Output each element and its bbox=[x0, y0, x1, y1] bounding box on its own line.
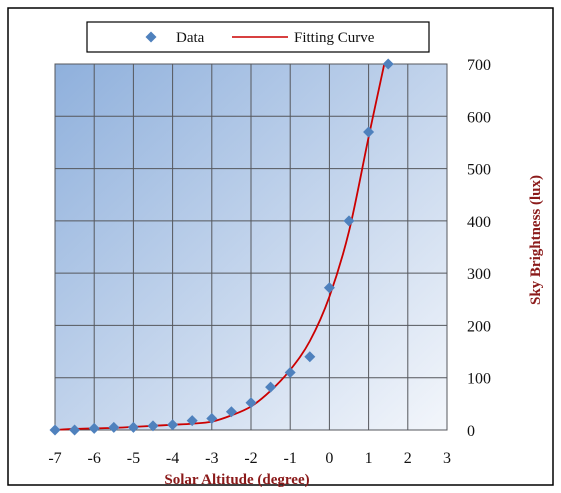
x-tick-label: 0 bbox=[325, 450, 333, 467]
legend-label-fitting-curve: Fitting Curve bbox=[294, 30, 375, 46]
data-point bbox=[147, 420, 159, 432]
data-point bbox=[382, 58, 394, 70]
data-point bbox=[69, 424, 81, 436]
x-tick-label: 2 bbox=[404, 450, 412, 467]
data-point bbox=[88, 422, 100, 434]
data-point bbox=[284, 366, 296, 378]
data-point bbox=[49, 424, 61, 436]
y-tick-labels: 0 100 200 300 400 500 600 700 bbox=[467, 57, 491, 440]
x-tick-label: -1 bbox=[284, 450, 297, 467]
data-point bbox=[206, 412, 218, 424]
y-tick-label: 600 bbox=[467, 109, 491, 126]
legend-label-data: Data bbox=[176, 30, 205, 46]
data-point bbox=[186, 415, 198, 427]
y-tick-label: 500 bbox=[467, 162, 491, 179]
x-tick-label: -4 bbox=[166, 450, 179, 467]
y-axis-title: Sky Brightness (lux) bbox=[528, 175, 544, 305]
x-tick-label: 3 bbox=[443, 450, 451, 467]
legend-marker-data bbox=[145, 31, 157, 43]
data-point bbox=[225, 406, 237, 418]
x-tick-labels: -7 -6 -5 -4 -3 -2 -1 0 1 2 3 bbox=[48, 450, 451, 467]
data-point bbox=[127, 421, 139, 433]
y-tick-label: 300 bbox=[467, 266, 491, 283]
data-point bbox=[167, 419, 179, 431]
gridlines bbox=[54, 63, 448, 431]
x-tick-label: 1 bbox=[365, 450, 373, 467]
data-points-layer bbox=[49, 58, 394, 436]
y-tick-label: 100 bbox=[467, 371, 491, 388]
x-tick-label: -6 bbox=[88, 450, 101, 467]
x-axis-title: Solar Altitude (degree) bbox=[164, 472, 309, 488]
legend: Data Fitting Curve bbox=[86, 21, 430, 53]
data-point bbox=[108, 421, 120, 433]
x-tick-label: -7 bbox=[48, 450, 61, 467]
x-tick-label: -3 bbox=[205, 450, 218, 467]
y-tick-label: 400 bbox=[467, 214, 491, 231]
data-point bbox=[265, 381, 277, 393]
data-point bbox=[245, 397, 257, 409]
x-tick-label: -2 bbox=[244, 450, 257, 467]
data-point bbox=[363, 126, 375, 138]
data-point bbox=[323, 282, 335, 294]
data-point bbox=[343, 215, 355, 227]
y-tick-label: 700 bbox=[467, 57, 491, 74]
y-tick-label: 0 bbox=[467, 423, 475, 440]
data-point bbox=[304, 351, 316, 363]
y-tick-label: 200 bbox=[467, 318, 491, 335]
x-tick-label: -5 bbox=[127, 450, 140, 467]
